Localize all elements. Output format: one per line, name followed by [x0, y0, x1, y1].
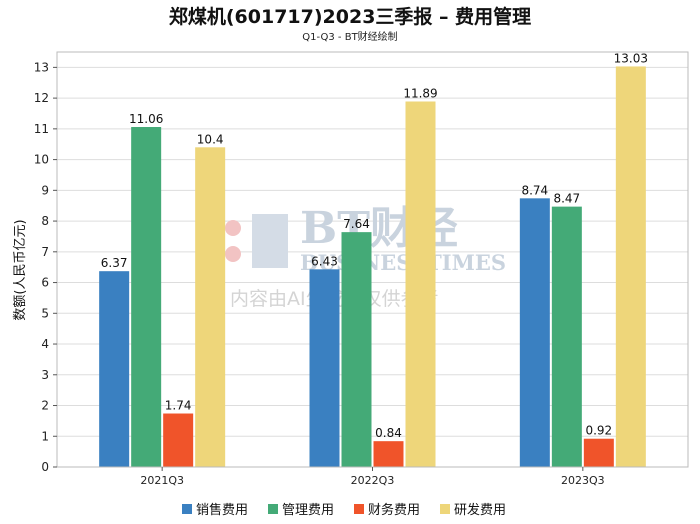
bar: [583, 438, 614, 467]
bar: [309, 269, 340, 467]
data-label: 8.47: [553, 192, 580, 206]
data-label: 0.92: [585, 424, 612, 438]
bar: [99, 271, 130, 467]
legend-swatch: [268, 504, 278, 514]
data-labels: 6.37 11.06 1.74 10.4 6.43 7.64 0.84 11.89 8.74 8.…: [101, 51, 648, 440]
legend: 销售费用 管理费用 财务费用 研发费用: [182, 502, 506, 518]
y-tick-label: 4: [41, 337, 49, 351]
grid-lines: [57, 66, 688, 468]
y-tick-label: 13: [34, 60, 49, 74]
y-tick-label: 1: [41, 429, 49, 443]
bar: [519, 198, 550, 467]
data-label: 7.64: [343, 217, 370, 231]
legend-swatch: [182, 504, 192, 514]
bar: [373, 441, 404, 467]
watermark-logo-block: [252, 214, 288, 268]
bars: [99, 66, 646, 468]
chart-title: 郑煤机(601717)2023三季报 – 费用管理: [168, 6, 532, 28]
y-axis-label: 数额(人民币亿元): [13, 219, 28, 320]
y-tick-label: 11: [34, 122, 49, 136]
legend-label: 销售费用: [196, 502, 248, 518]
legend-label: 财务费用: [368, 502, 420, 518]
y-tick-label: 12: [34, 91, 49, 105]
watermark-logo-dot-bottom: [225, 246, 241, 262]
y-tick-label: 6: [41, 276, 49, 290]
bar: [163, 413, 194, 467]
data-label: 13.03: [614, 51, 648, 65]
y-tick-label: 3: [41, 368, 49, 382]
data-label: 1.74: [165, 399, 192, 413]
x-tick-label: 2022Q3: [351, 474, 395, 487]
legend-swatch: [354, 504, 364, 514]
bar: [615, 66, 646, 467]
y-tick-label: 2: [41, 399, 49, 413]
bar: [405, 101, 436, 468]
legend-swatch: [440, 504, 450, 514]
y-tick-label: 10: [34, 153, 49, 167]
data-label: 6.43: [311, 254, 338, 268]
y-tick-label: 5: [41, 306, 49, 320]
bar: [131, 127, 162, 467]
data-label: 0.84: [375, 426, 402, 440]
bar: [341, 232, 372, 467]
data-label: 11.06: [129, 112, 163, 126]
data-label: 10.4: [197, 132, 224, 146]
data-label: 8.74: [521, 183, 548, 197]
legend-label: 管理费用: [282, 503, 334, 518]
chart-subtitle: Q1-Q3 - BT财经绘制: [302, 32, 398, 43]
x-tick-label: 2021Q3: [140, 474, 184, 487]
y-tick-label: 9: [41, 183, 49, 197]
y-tick-label: 7: [41, 245, 49, 259]
bar: [195, 147, 226, 467]
x-tick-label: 2023Q3: [561, 474, 605, 487]
watermark-logo-dot-top: [225, 220, 241, 236]
data-label: 6.37: [101, 256, 128, 270]
y-tick-label: 0: [41, 460, 49, 474]
data-label: 11.89: [403, 86, 437, 100]
y-tick-label: 8: [41, 214, 49, 228]
legend-label: 研发费用: [454, 502, 506, 518]
bar: [551, 206, 582, 468]
